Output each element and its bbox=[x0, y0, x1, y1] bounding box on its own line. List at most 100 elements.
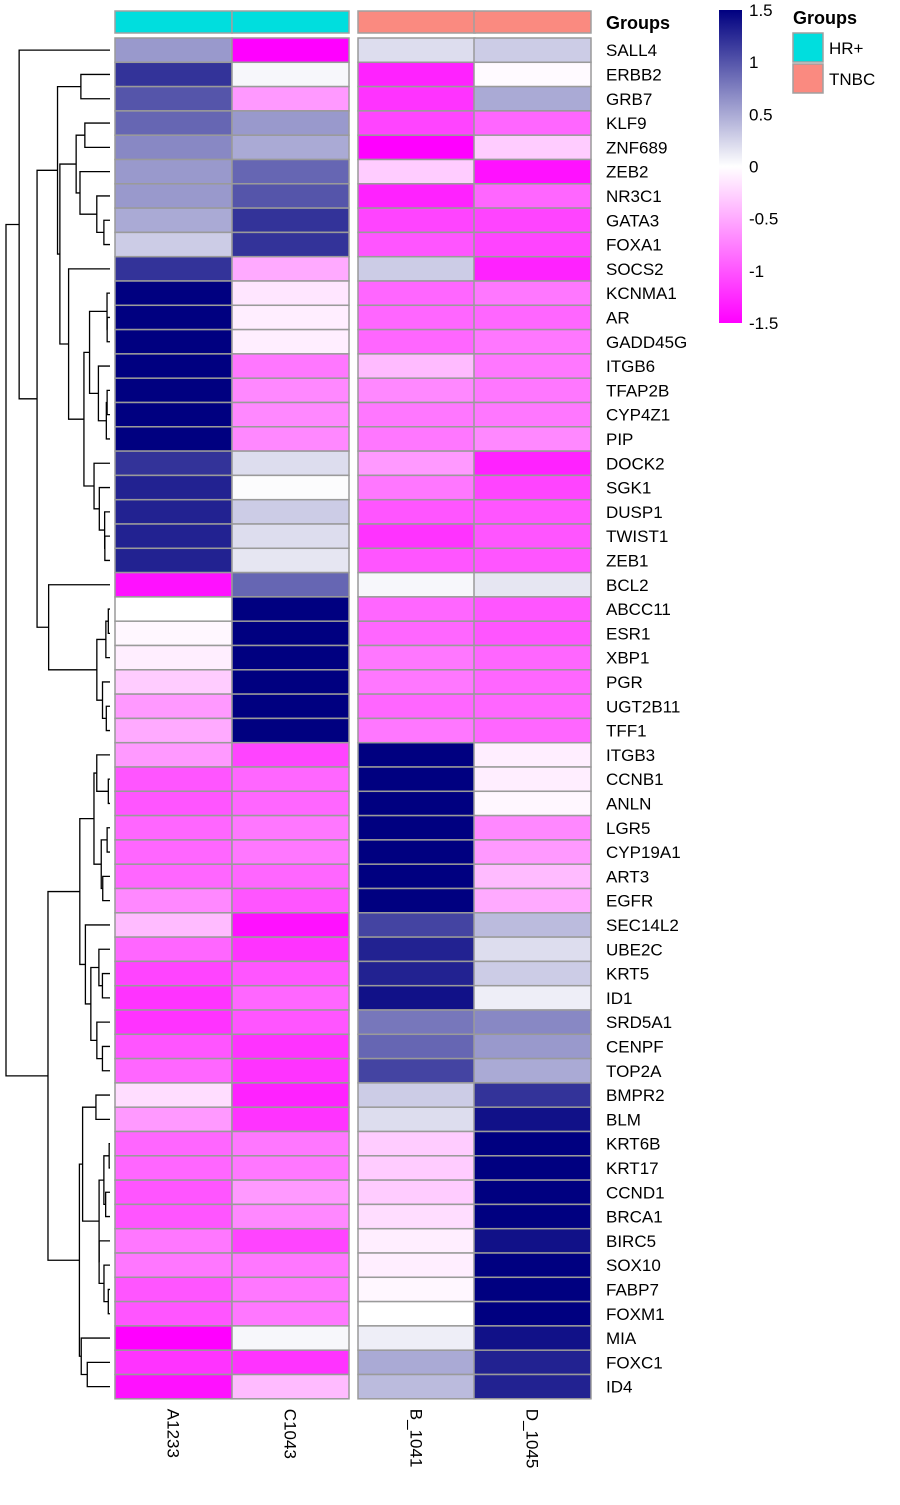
heatmap-cell bbox=[473, 1155, 592, 1181]
heatmap-cell bbox=[473, 790, 592, 817]
heatmap-cell bbox=[357, 1349, 476, 1376]
row-label: NR3C1 bbox=[606, 187, 662, 206]
heatmap-cell bbox=[114, 620, 233, 647]
heatmap-cell bbox=[473, 1009, 592, 1036]
dendrogram-branch bbox=[103, 219, 110, 246]
row-label: FOXC1 bbox=[606, 1353, 663, 1372]
row-label: BLM bbox=[606, 1110, 641, 1129]
heatmap-cell bbox=[473, 596, 592, 622]
heatmap-cell bbox=[357, 814, 476, 841]
heatmap-cell bbox=[357, 304, 476, 331]
heatmap-cell bbox=[473, 620, 592, 647]
dendrogram-branch bbox=[106, 827, 110, 853]
row-label: SOCS2 bbox=[606, 260, 664, 279]
dendrogram-branch bbox=[47, 890, 80, 1261]
heatmap-cell bbox=[114, 1276, 233, 1303]
color-scale-tick: -0.5 bbox=[749, 210, 778, 229]
row-label: ITGB6 bbox=[606, 357, 655, 376]
heatmap-cell bbox=[473, 644, 592, 671]
heatmap-cell bbox=[231, 37, 350, 64]
row-label: KRT17 bbox=[606, 1159, 659, 1178]
heatmap-cell bbox=[357, 1203, 476, 1230]
heatmap-cell bbox=[114, 1130, 233, 1157]
color-scale-tick: -1.5 bbox=[749, 314, 778, 333]
row-label: SGK1 bbox=[606, 479, 651, 498]
heatmap-cell bbox=[357, 37, 476, 64]
dendrogram-branch bbox=[105, 620, 110, 659]
dendrogram-branch bbox=[18, 49, 110, 400]
heatmap-cell bbox=[114, 498, 233, 525]
dendrogram-branch bbox=[102, 875, 110, 902]
heatmap-cell bbox=[231, 401, 350, 428]
dendrogram-branch bbox=[83, 351, 95, 487]
row-label: CCND1 bbox=[606, 1183, 665, 1202]
heatmap-cell bbox=[114, 669, 233, 695]
row-label: SALL4 bbox=[606, 41, 657, 60]
heatmap-cell bbox=[231, 741, 350, 768]
dendrogram-branch bbox=[105, 705, 110, 732]
heatmap-cell bbox=[114, 984, 233, 1011]
heatmap-cell bbox=[473, 401, 592, 428]
row-label: ITGB3 bbox=[606, 746, 655, 765]
heatmap-cell bbox=[473, 1033, 592, 1060]
heatmap-cell bbox=[231, 1057, 350, 1084]
color-scale-tick: 1.5 bbox=[749, 1, 773, 20]
heatmap-cell bbox=[114, 912, 233, 938]
row-label: BMPR2 bbox=[606, 1086, 665, 1105]
heatmap-cell bbox=[114, 450, 233, 477]
dendrogram-branch bbox=[96, 754, 110, 792]
heatmap-cell bbox=[473, 717, 592, 744]
heatmap-cell bbox=[473, 1057, 592, 1084]
column-label: B_1041 bbox=[407, 1409, 426, 1468]
heatmap-cell bbox=[114, 1082, 233, 1108]
group-legend-label: HR+ bbox=[829, 39, 864, 58]
heatmap-cell bbox=[114, 401, 233, 428]
heatmap-cell bbox=[114, 1033, 233, 1060]
heatmap-cell bbox=[114, 1373, 233, 1400]
heatmap-cell bbox=[357, 1325, 476, 1351]
row-label: KRT5 bbox=[606, 965, 649, 984]
heatmap-cell bbox=[114, 1106, 233, 1133]
dendrogram-branch bbox=[106, 389, 110, 416]
heatmap-cell bbox=[357, 353, 476, 379]
heatmap-cell bbox=[114, 61, 233, 88]
heatmap-cell bbox=[114, 158, 233, 185]
heatmap-cell bbox=[357, 984, 476, 1011]
row-label: TFAP2B bbox=[606, 381, 669, 400]
heatmap-cell bbox=[357, 158, 476, 185]
heatmap-cell bbox=[473, 85, 592, 112]
dendrogram-branch bbox=[108, 1143, 110, 1169]
heatmap-cell bbox=[357, 207, 476, 234]
dendrogram-branch bbox=[98, 486, 110, 531]
heatmap-cell bbox=[231, 839, 350, 865]
row-label: GADD45G bbox=[606, 333, 687, 352]
dendrogram-branch bbox=[103, 1155, 110, 1206]
heatmap-cell bbox=[231, 1130, 350, 1157]
dendrogram-branch bbox=[101, 972, 110, 999]
heatmap-cell bbox=[114, 1227, 233, 1254]
dendrogram-branch bbox=[101, 681, 110, 720]
heatmap-cell bbox=[231, 304, 350, 331]
heatmap-cell bbox=[231, 717, 350, 744]
heatmap-cell bbox=[357, 717, 476, 744]
heatmap-cell bbox=[357, 620, 476, 647]
heatmap-cell bbox=[473, 280, 592, 307]
color-scale-tick: 0.5 bbox=[749, 105, 773, 124]
heatmap-cell bbox=[231, 158, 350, 185]
heatmap-cell bbox=[114, 547, 233, 574]
dendrogram-branch bbox=[104, 535, 110, 562]
heatmap-cell bbox=[357, 1179, 476, 1206]
dendrogram-branch bbox=[107, 608, 110, 634]
heatmap-cell bbox=[357, 61, 476, 88]
heatmap-cell bbox=[357, 523, 476, 550]
heatmap-cell bbox=[231, 693, 350, 720]
dendrogram-branch bbox=[78, 1163, 83, 1357]
column-label: A1233 bbox=[164, 1409, 183, 1458]
heatmap-cell bbox=[231, 912, 350, 938]
heatmap-cell bbox=[473, 328, 592, 355]
heatmap-cell bbox=[473, 693, 592, 720]
heatmap-cell bbox=[114, 717, 233, 744]
row-label: LGR5 bbox=[606, 819, 650, 838]
heatmap-cell bbox=[114, 887, 233, 914]
color-scale-legend: 1.5 1 0.5 0 -0.5 -1 -1.5 bbox=[719, 1, 778, 333]
